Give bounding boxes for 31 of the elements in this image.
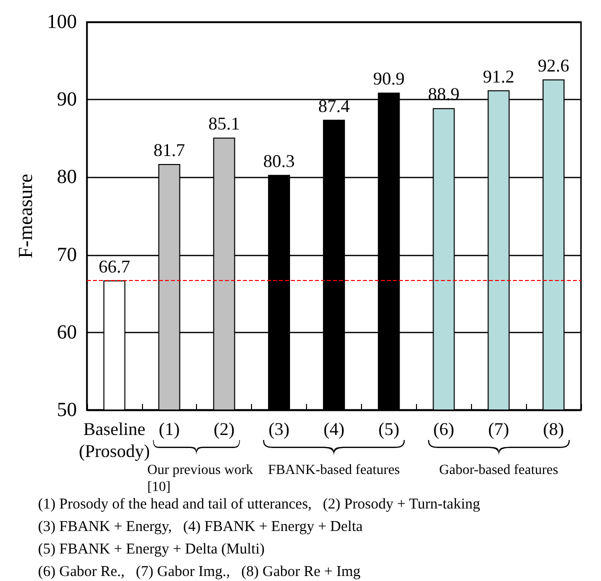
text: (5) FBANK + Energy + Delta (Multi) [38, 542, 265, 558]
data-label: 85.1 [208, 114, 240, 134]
x-tick-label: (1) [158, 419, 180, 439]
text: (3) FBANK + Energy, (4) FBANK + Energy + Delta [38, 519, 363, 535]
text: FBANK-based features [268, 463, 400, 478]
y-tick-label: 60 [56, 321, 77, 344]
x-tick-label: (4) [323, 419, 344, 439]
y-tick-label: 90 [56, 88, 77, 111]
y-tick-label: 70 [56, 244, 77, 266]
y-tick-label: 80 [56, 166, 77, 188]
data-label: 81.7 [154, 140, 185, 160]
x-tick-label: (2) [214, 419, 235, 439]
x-tick-label: Baseline (Prosody) [78, 419, 150, 461]
data-label: 66.7 [98, 256, 130, 276]
data-label: 87.4 [318, 96, 350, 116]
y-tick-label: 100 [46, 11, 77, 33]
y-tick-label: 50 [56, 399, 77, 421]
text: (1) Prosody of the head and tail of utterances, (2) Prosody + Turn-taking [38, 496, 481, 512]
x-tick-label: (3) [268, 419, 290, 439]
data-label: 91.2 [482, 66, 514, 86]
text: Our previous work [10] [147, 463, 254, 495]
text: (6) Gabor Re., (7) Gabor Img., (8) Gabor Re + Img [38, 564, 362, 580]
data-label: 92.6 [538, 55, 570, 76]
data-label: 90.9 [373, 68, 405, 89]
x-tick-label: (7) [488, 419, 510, 439]
text: Gabor-based features [439, 463, 558, 478]
x-tick-label: (6) [433, 419, 454, 439]
data-label: 80.3 [263, 150, 295, 171]
x-tick-label: (8) [543, 419, 564, 439]
x-tick-label: (5) [378, 419, 400, 439]
y-axis-title: F-measure [15, 174, 37, 258]
